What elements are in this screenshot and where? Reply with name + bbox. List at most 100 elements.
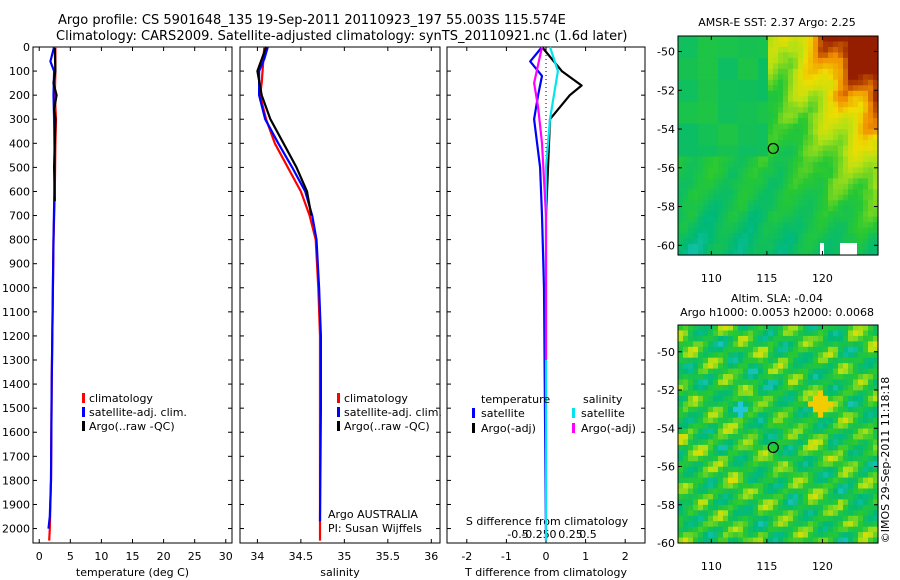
map-cell [863,346,869,353]
map-cell [748,150,754,158]
map-cell [828,85,834,92]
map-cell [783,178,789,185]
map-cell [868,233,874,240]
map-cell [743,444,749,451]
map-cell [688,532,694,539]
map-cell [818,123,824,130]
map-cell [783,483,789,490]
map-cell [848,434,854,441]
map-cell [728,118,734,125]
map-cell [868,532,874,539]
map-cell [693,150,699,158]
map-cell [823,504,829,511]
map-cell [823,140,829,147]
series-line-argo-raw-qc- [52,48,58,202]
map-cell [708,395,714,402]
map-cell [768,325,774,332]
map-cell [743,504,749,511]
legend-label: satellite-adj. clim. [89,406,187,419]
map-cell [713,129,719,136]
map-cell [798,107,804,114]
map-cell [848,123,854,130]
map-cell [853,211,859,218]
map-cell [708,330,714,337]
map-cell [738,118,744,125]
map-cell [758,461,764,468]
map-cell [838,112,844,119]
map-cell [768,134,774,141]
map-cell [733,161,739,168]
map-cell [758,233,764,240]
map-cell [848,499,854,506]
map-cell [858,352,864,359]
map-cell [693,537,699,544]
map-cell [728,167,734,174]
map-cell [838,352,844,359]
map-cell [778,461,784,468]
map-cell [688,74,694,81]
map-cell [748,233,754,240]
map-cell [758,244,764,251]
map-cell [708,510,714,517]
map-cell [873,150,879,158]
map-cell [868,335,874,342]
map-cell [763,532,769,539]
map-cell [773,384,779,391]
map-cell [853,488,859,495]
map-cell [873,493,879,500]
map-cell [833,222,839,229]
map-cell [693,216,699,223]
map-cell [738,140,744,147]
map-cell [733,233,739,240]
map-cell [813,112,819,119]
map-cell [743,244,749,251]
map-cell [803,178,809,185]
map-cell [833,390,839,397]
map-cell [823,101,829,108]
map-cell [828,510,834,517]
map-cell [768,504,774,511]
map-cell [803,488,809,495]
map-cell [828,417,834,424]
map-cell [868,156,874,163]
map-cell [858,112,864,119]
map-cell [763,244,769,251]
map-cell [768,335,774,342]
map-cell [718,211,724,218]
y-tick-label: -56 [657,162,675,175]
map-cell [803,90,809,97]
map-cell [818,368,824,375]
map-cell [793,145,799,152]
map-cell [763,205,769,212]
map-cell [758,526,764,533]
map-cell [823,395,829,402]
map-cell [703,129,709,136]
map-cell [678,183,684,190]
map-cell [813,222,819,229]
map-cell [868,145,874,152]
map-cell [828,129,834,136]
map-cell [723,140,729,147]
map-cell [808,172,814,179]
map-cell [843,140,849,147]
map-cell [748,466,754,473]
map-cell [748,123,754,130]
map-cell [833,532,839,539]
map-cell [813,395,819,402]
map-cell [818,238,824,245]
map-cell [743,222,749,229]
map-cell [688,244,694,251]
map-cell [758,129,764,136]
map-cell [768,140,774,147]
map-cell [708,390,714,397]
map-cell [853,417,859,424]
map-cell [678,341,684,348]
map-cell [773,434,779,441]
map-cell [793,205,799,212]
map-cell [863,183,869,190]
map-cell [803,363,809,370]
map-cell [808,374,814,381]
map-cell [823,488,829,495]
map-cell [808,46,814,54]
map-cell [858,412,864,419]
